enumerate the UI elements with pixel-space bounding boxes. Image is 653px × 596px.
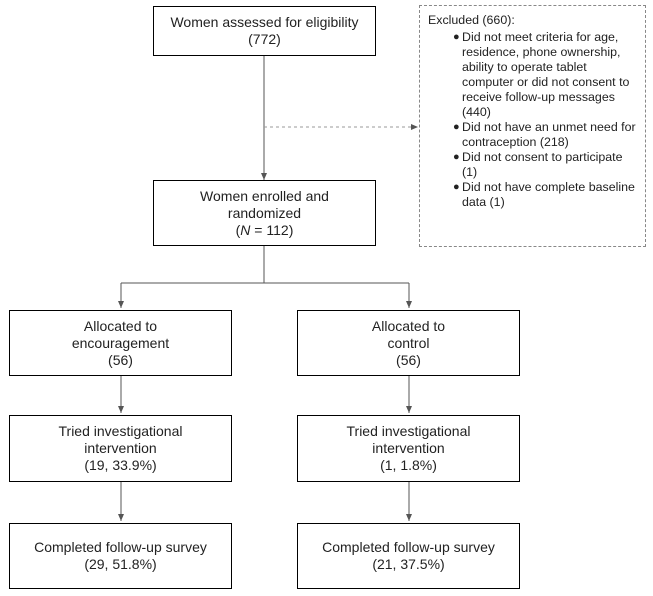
alloc-encouragement-count: (56) [108, 351, 133, 368]
excluded-list: ● Did not meet criteria for age, residen… [428, 30, 639, 210]
alloc-encouragement-line2: encouragement [71, 334, 170, 351]
enrolled-box: Women enrolled and randomized (N = 112) [153, 180, 376, 246]
tried-control-line1: Tried investigational [346, 423, 471, 439]
tried-encouragement-box: Tried investigational intervention (19, … [9, 415, 232, 482]
alloc-encouragement-line1: Allocated to [83, 317, 158, 334]
enrolled-label-line2: randomized [227, 204, 302, 221]
excluded-box: Excluded (660): ● Did not meet criteria … [419, 5, 646, 247]
completed-encouragement-label: Completed follow-up survey [34, 539, 207, 555]
completed-control-box: Completed follow-up survey (21, 37.5%) [297, 523, 520, 589]
tried-control-line2: intervention [372, 440, 445, 456]
alloc-control-box: Allocated to control (56) [297, 310, 520, 376]
completed-encouragement-box: Completed follow-up survey (29, 51.8%) [9, 523, 232, 589]
alloc-control-line1: Allocated to [371, 317, 446, 334]
assessed-count: (772) [248, 31, 281, 47]
enrolled-count: (N = 112) [235, 221, 294, 238]
completed-control-count: (21, 37.5%) [372, 556, 445, 572]
alloc-control-count: (56) [396, 351, 421, 368]
assessed-label: Women assessed for eligibility [170, 14, 359, 30]
excluded-item: ● Did not consent to participate (1) [453, 150, 623, 179]
enrolled-n-symbol: N [240, 221, 251, 238]
tried-encouragement-line2: intervention [84, 440, 157, 456]
completed-encouragement-count: (29, 51.8%) [84, 556, 157, 572]
excluded-item: ● Did not meet criteria for age, residen… [453, 30, 630, 119]
alloc-control-line2: control [387, 334, 430, 351]
tried-encouragement-count: (19, 33.9%) [84, 457, 157, 473]
tried-control-count: (1, 1.8%) [380, 457, 437, 473]
alloc-encouragement-box: Allocated to encouragement (56) [9, 310, 232, 376]
excluded-item: ● Did not have an unmet need for contrac… [453, 120, 636, 149]
excluded-item: ● Did not have complete baseline data (1… [453, 180, 635, 209]
tried-encouragement-line1: Tried investigational [58, 423, 183, 439]
completed-control-label: Completed follow-up survey [322, 539, 495, 555]
tried-control-box: Tried investigational intervention (1, 1… [297, 415, 520, 482]
excluded-title: Excluded (660): [428, 13, 515, 27]
enrolled-label-line1: Women enrolled and [200, 187, 329, 204]
assessed-box: Women assessed for eligibility (772) [153, 6, 376, 56]
